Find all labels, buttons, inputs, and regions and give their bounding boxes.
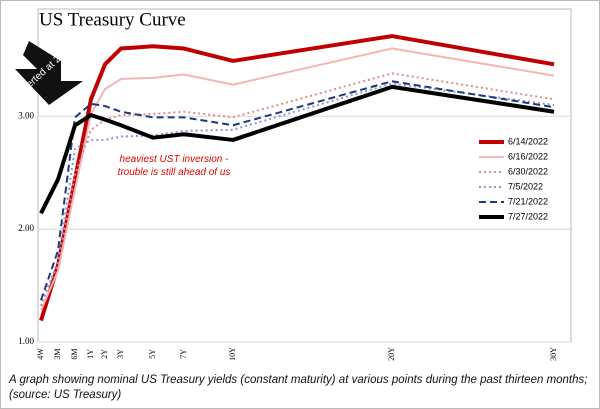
series-line	[40, 82, 555, 307]
legend-label: 7/5/2022	[508, 181, 543, 191]
legend-label: 6/30/2022	[508, 166, 548, 176]
y-tick-label: 2.00	[18, 223, 34, 233]
legend-label: 7/21/2022	[508, 196, 548, 206]
series-line	[39, 34, 555, 322]
x-tick-label: 20Y	[387, 347, 396, 361]
note-box: heaviest UST inversion - trouble is stil…	[117, 154, 231, 178]
x-tick-label: 1Y	[86, 349, 95, 359]
series-line	[40, 80, 555, 301]
x-tick-label: 4W	[36, 348, 45, 360]
chart-title: US Treasury Curve	[39, 9, 186, 30]
series-line	[40, 72, 555, 301]
chart: US Treasury Curve Inverted at 26w bill 1…	[14, 8, 572, 361]
x-tick-label: 10Y	[228, 347, 237, 361]
y-tick-label: 3.00	[18, 110, 34, 120]
x-tick-label: 7Y	[179, 349, 188, 359]
legend-label: 6/16/2022	[508, 151, 548, 161]
x-tick-label: 2Y	[100, 349, 109, 359]
y-tick-label: 1.00	[18, 336, 34, 346]
arrow-annotation	[15, 41, 83, 105]
x-tick-label: 6M	[70, 348, 79, 359]
note: heaviest UST inversion - trouble is stil…	[117, 154, 231, 178]
legend-label: 6/14/2022	[508, 136, 548, 146]
x-tick-label: 3Y	[116, 349, 125, 359]
x-tick-label: 3M	[53, 348, 62, 359]
x-tick-label: 5Y	[148, 349, 157, 359]
series-line	[39, 84, 555, 215]
legend-label: 7/27/2022	[508, 211, 548, 221]
caption: A graph showing nominal US Treasury yiel…	[9, 374, 588, 401]
series-line	[40, 47, 555, 311]
x-tick-label: 30Y	[549, 347, 558, 361]
